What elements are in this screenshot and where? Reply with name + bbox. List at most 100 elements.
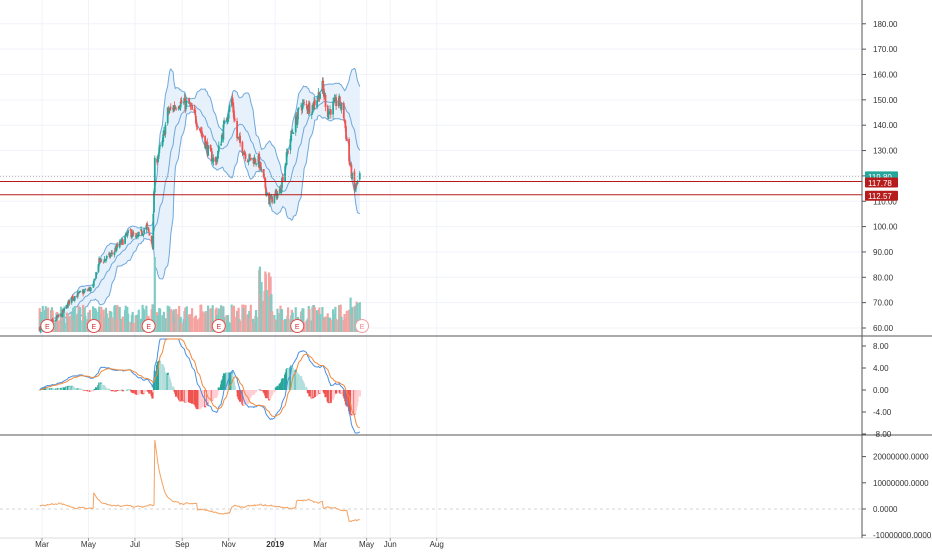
candle-body[interactable] [350, 164, 353, 179]
candle-body[interactable] [284, 166, 286, 182]
candle-body[interactable] [241, 142, 244, 154]
candle-body[interactable] [243, 152, 246, 154]
candle-body[interactable] [109, 254, 112, 257]
candle-body[interactable] [337, 101, 340, 106]
candle-body[interactable] [158, 146, 161, 153]
candle-body[interactable] [280, 188, 283, 193]
candle-body[interactable] [355, 184, 357, 190]
candle-body[interactable] [329, 109, 332, 115]
candle-body[interactable] [148, 233, 151, 236]
candle-body[interactable] [296, 117, 299, 126]
candle-body[interactable] [354, 189, 357, 191]
candle-body[interactable] [55, 316, 58, 321]
candle-body[interactable] [130, 229, 133, 237]
candle-body[interactable] [201, 131, 203, 135]
candle-body[interactable] [194, 109, 197, 115]
candle-body[interactable] [67, 302, 69, 308]
candle-body[interactable] [156, 158, 159, 162]
candle-body[interactable] [217, 151, 219, 159]
candle-body[interactable] [297, 107, 300, 109]
candle-body[interactable] [167, 108, 170, 113]
candle-body[interactable] [168, 110, 171, 113]
candle-body[interactable] [239, 135, 241, 144]
candle-body[interactable] [258, 153, 261, 168]
candle-body[interactable] [188, 103, 191, 105]
candle-body[interactable] [61, 309, 64, 318]
candle-body[interactable] [199, 129, 202, 131]
candle-body[interactable] [274, 192, 277, 194]
candle-body[interactable] [124, 233, 127, 236]
candle-body[interactable] [339, 96, 341, 107]
candle-body[interactable] [220, 135, 223, 143]
candle-body[interactable] [89, 287, 92, 292]
candle-body[interactable] [316, 100, 318, 108]
candle-body[interactable] [157, 153, 160, 159]
candle-body[interactable] [153, 157, 156, 193]
candle-body[interactable] [121, 239, 124, 245]
candle-body[interactable] [249, 157, 252, 161]
candle-body[interactable] [169, 107, 171, 110]
candle-body[interactable] [161, 140, 164, 147]
candle-body[interactable] [353, 171, 356, 191]
candle-body[interactable] [255, 163, 257, 165]
candle-body[interactable] [179, 107, 181, 110]
candle-body[interactable] [113, 251, 116, 255]
candle-body[interactable] [260, 169, 263, 170]
candle-body[interactable] [324, 94, 327, 107]
candle-body[interactable] [172, 105, 175, 112]
candle-body[interactable] [105, 259, 107, 261]
candle-body[interactable] [63, 308, 65, 311]
candle-body[interactable] [127, 230, 129, 234]
candle-body[interactable] [223, 120, 225, 124]
earnings-marker-icon[interactable] [211, 319, 226, 333]
candle-body[interactable] [333, 97, 336, 102]
candle-body[interactable] [97, 264, 100, 272]
candle-body[interactable] [308, 102, 311, 114]
candle-body[interactable] [248, 154, 251, 161]
candle-body[interactable] [226, 119, 229, 123]
earnings-marker-icon[interactable] [290, 319, 305, 333]
candle-body[interactable] [262, 169, 265, 178]
candle-body[interactable] [348, 139, 350, 162]
candle-body[interactable] [132, 232, 135, 235]
candle-body[interactable] [265, 192, 268, 195]
candle-body[interactable] [100, 259, 103, 261]
candle-body[interactable] [327, 112, 330, 119]
candle-body[interactable] [217, 145, 220, 152]
candle-body[interactable] [252, 158, 254, 160]
candle-body[interactable] [356, 181, 359, 184]
candle-body[interactable] [103, 258, 106, 263]
candle-body[interactable] [39, 326, 42, 331]
candle-body[interactable] [227, 113, 230, 119]
candle-body[interactable] [313, 101, 315, 110]
candle-body[interactable] [86, 290, 89, 291]
candle-body[interactable] [358, 173, 361, 180]
candle-body[interactable] [51, 318, 54, 321]
candle-body[interactable] [243, 152, 245, 155]
candle-body[interactable] [140, 229, 142, 231]
candle-body[interactable] [285, 152, 288, 165]
candle-body[interactable] [195, 116, 197, 124]
candle-body[interactable] [118, 241, 121, 248]
candle-body[interactable] [281, 177, 283, 189]
candle-body[interactable] [92, 280, 95, 287]
candle-body[interactable] [335, 97, 337, 107]
candle-body[interactable] [195, 123, 198, 127]
candle-body[interactable] [84, 289, 87, 291]
candle-body[interactable] [188, 98, 190, 104]
candle-body[interactable] [71, 295, 74, 300]
candle-body[interactable] [94, 279, 97, 281]
candle-body[interactable] [211, 151, 213, 162]
candle-body[interactable] [259, 162, 262, 171]
candle-body[interactable] [124, 236, 126, 244]
candle-body[interactable] [147, 227, 149, 229]
candle-body[interactable] [146, 223, 149, 227]
candle-body[interactable] [153, 191, 155, 213]
candle-body[interactable] [115, 244, 118, 251]
candle-body[interactable] [116, 244, 119, 247]
candle-body[interactable] [287, 151, 289, 153]
candle-body[interactable] [126, 233, 129, 237]
